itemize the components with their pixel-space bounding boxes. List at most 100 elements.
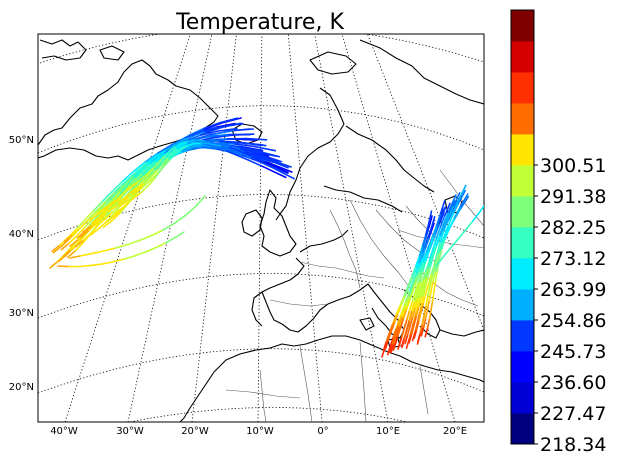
trajectory-segment [423, 267, 429, 280]
trajectory-segment [195, 195, 206, 208]
trajectory-segment [428, 255, 434, 268]
trajectory-segment [416, 332, 421, 343]
trajectory-segment [427, 226, 433, 239]
trajectory-segment [421, 270, 427, 283]
trajectory-segment [141, 166, 150, 175]
colorbar-tick-label: 227.47 [540, 403, 606, 425]
trajectory-segment [148, 160, 157, 169]
trajectory-segment [417, 280, 423, 293]
trajectory-segment [187, 139, 197, 142]
trajectory-segment [217, 127, 238, 132]
svalbard-coast [309, 51, 357, 75]
trajectory-segment [179, 145, 188, 151]
trajectory-segment [62, 249, 72, 258]
trajectory-segment [144, 246, 157, 253]
trajectory-segment [411, 300, 417, 312]
trajectory-segment [430, 262, 436, 274]
russia-north-coast [359, 39, 484, 105]
trajectory-segment [402, 308, 408, 320]
trajectory-segment [477, 205, 484, 215]
trajectory-segment [180, 140, 189, 144]
trajectory-segment [435, 212, 442, 227]
trajectory-segment [406, 325, 411, 336]
trajectory-segment [425, 294, 430, 307]
trajectory-segment [398, 336, 403, 347]
meridian-10e [314, 34, 389, 422]
trajectory-segment [444, 212, 451, 225]
trajectory-segment [405, 299, 411, 311]
trajectory-segment [420, 277, 426, 290]
trajectory-segment [60, 238, 71, 248]
trajectory-segment [251, 157, 273, 168]
trajectory-segment [401, 305, 407, 317]
trajectory-segment [132, 181, 141, 191]
colorbar-tick-label: 218.34 [540, 434, 606, 456]
baltic-north-coast [345, 125, 435, 193]
trajectory-segment [88, 210, 98, 221]
trajectory-segment [67, 228, 78, 239]
trajectory-segment [457, 189, 467, 205]
trajectory-segment [430, 232, 437, 245]
trajectory-segment [174, 148, 182, 155]
trajectory-segment [100, 207, 110, 217]
trajectory-segment [465, 220, 474, 230]
trajectory-segment [218, 142, 237, 145]
trajectory-segment [140, 184, 150, 194]
trajectory-segment [427, 284, 432, 297]
trajectory-segment [270, 166, 295, 180]
trajectory-segment [111, 208, 123, 218]
trajectory-segment [264, 158, 289, 169]
trajectory-segment [154, 155, 164, 163]
colorbar-tick-label: 282.25 [540, 217, 606, 239]
trajectory-segment [222, 122, 244, 128]
trajectory-segment [187, 130, 206, 139]
trajectory-segment [114, 183, 126, 195]
trajectory-segment [168, 152, 174, 160]
trajectory-segment [142, 162, 152, 171]
trajectory-segment [434, 222, 441, 235]
trajectory-segment [155, 162, 163, 171]
trajectory-segment [453, 207, 462, 221]
lon-tick-labels: 40°W 30°W 20°W 10°W 0° 10°E 20°E [50, 426, 467, 437]
trajectory-segment [398, 309, 404, 320]
trajectory-segment [216, 122, 236, 128]
trajectory-segment [471, 212, 480, 223]
trajectory-segment [418, 244, 424, 257]
trajectory-segment [418, 310, 423, 322]
trajectory-segment [71, 226, 82, 236]
trajectory-segment [406, 319, 411, 331]
colorbar-tick-label: 273.12 [540, 248, 606, 270]
lat-tick-label: 20°N [9, 382, 34, 393]
trajectory-segment [459, 195, 470, 210]
trajectory-segment [150, 168, 159, 178]
trajectory-segment [149, 168, 157, 178]
border-line [349, 199, 411, 289]
trajectory-segment [422, 317, 427, 328]
trajectory-segment [439, 200, 446, 215]
trajectory-segment [167, 151, 173, 159]
trajectory-segment [112, 196, 123, 207]
trajectory-segment [459, 228, 468, 238]
trajectory-segment [444, 202, 451, 217]
parallel-10n [127, 407, 409, 422]
trajectory-segment [83, 231, 93, 241]
trajectory-segment [162, 156, 169, 164]
lon-tick-label: 40°W [50, 426, 78, 437]
trajectory-segment [425, 266, 431, 278]
trajectory-segment [394, 335, 399, 346]
trajectory-segment [426, 299, 431, 311]
trajectory-segment [182, 146, 193, 150]
trajectory-segment [79, 229, 90, 238]
trajectory-segment [425, 226, 430, 239]
trajectory-segment [397, 326, 402, 337]
trajectory-segment [392, 327, 398, 338]
trajectory-segment [399, 317, 405, 328]
trajectory-segment [433, 279, 437, 292]
trajectory-segment [417, 250, 424, 263]
trajectory-segment [397, 315, 403, 327]
trajectory-segment [51, 244, 61, 253]
colorbar-band [511, 134, 534, 166]
trajectory-segment [96, 213, 107, 224]
colorbar-band [511, 258, 534, 290]
trajectory-segment [234, 150, 253, 159]
